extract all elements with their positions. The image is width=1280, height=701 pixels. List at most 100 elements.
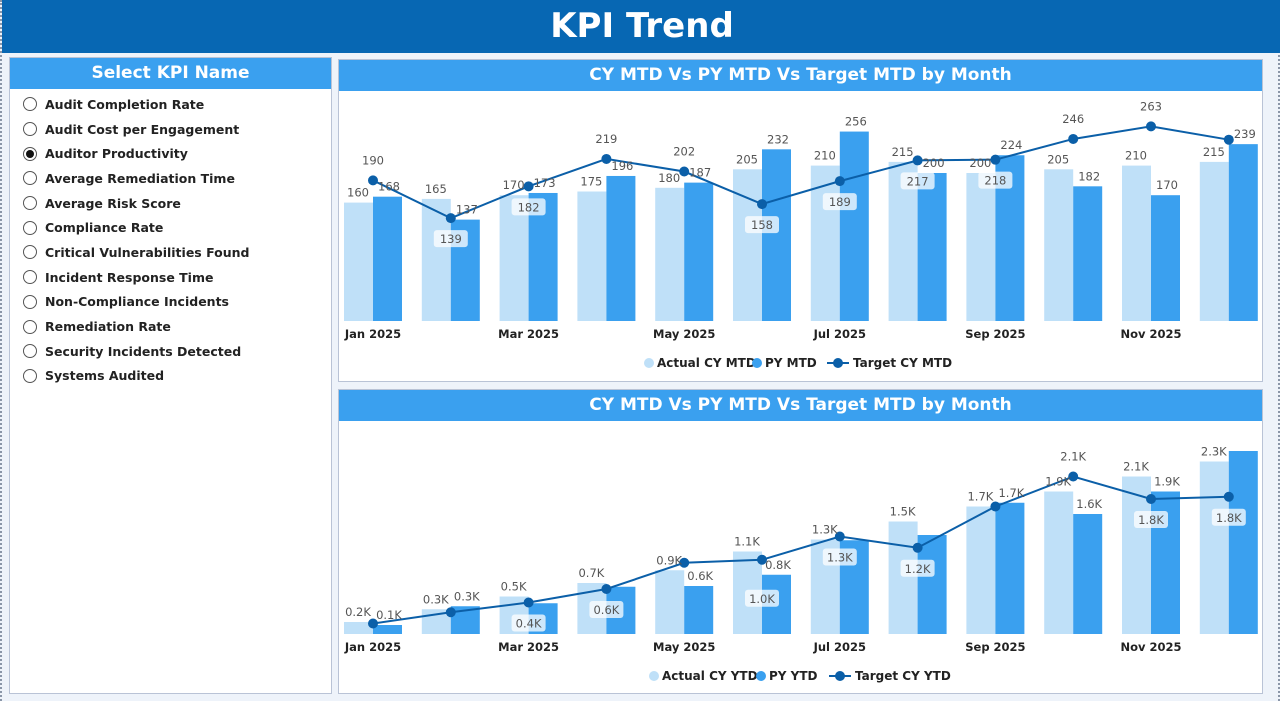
radio-unchecked-icon[interactable] — [23, 196, 37, 211]
kpi-option-label: Average Risk Score — [45, 195, 181, 211]
kpi-option[interactable]: Non-Compliance Incidents — [10, 290, 331, 315]
target-label-box — [511, 198, 546, 216]
actual-bar — [499, 195, 529, 321]
radio-unchecked-icon[interactable] — [23, 270, 37, 285]
py-bar — [1228, 451, 1258, 634]
target-label-box — [433, 230, 468, 248]
target-point — [445, 213, 456, 224]
actual-data-label: 170 — [503, 178, 525, 192]
radio-unchecked-icon[interactable] — [23, 368, 37, 383]
kpi-option[interactable]: Critical Vulnerabilities Found — [10, 240, 331, 265]
target-point — [834, 176, 845, 187]
target-label-box — [1211, 508, 1246, 526]
radio-unchecked-icon[interactable] — [23, 122, 37, 137]
legend-py-marker — [752, 358, 762, 368]
py-data-label: 1.7K — [998, 486, 1024, 500]
py-data-label: 0.8K — [765, 558, 791, 572]
target-label-box — [356, 151, 390, 169]
kpi-option[interactable]: Compliance Rate — [10, 215, 331, 240]
kpi-option[interactable]: Security Incidents Detected — [10, 339, 331, 364]
kpi-option[interactable]: Systems Audited — [10, 364, 331, 389]
kpi-option-label: Audit Cost per Engagement — [45, 121, 240, 137]
mtd-chart-panel: CY MTD Vs PY MTD Vs Target MTD by Month … — [338, 59, 1263, 382]
actual-data-label: 0.5K — [501, 580, 527, 594]
target-point — [990, 154, 1001, 165]
kpi-slicer: Select KPI Name Audit Completion Rate Aud… — [9, 57, 332, 694]
py-data-label: 224 — [1000, 138, 1022, 152]
ytd-chart-panel: CY MTD Vs PY MTD Vs Target MTD by Month … — [338, 389, 1263, 694]
chart-title: CY MTD Vs PY MTD Vs Target MTD by Month — [339, 390, 1262, 421]
target-label-box — [745, 216, 779, 234]
target-point — [990, 501, 1001, 512]
target-data-label: 219 — [595, 132, 617, 146]
radio-unchecked-icon[interactable] — [23, 344, 37, 359]
actual-bar — [1044, 491, 1074, 634]
kpi-option[interactable]: Audit Completion Rate — [10, 92, 331, 117]
target-point — [1068, 471, 1079, 482]
x-tick-label: Sep 2025 — [965, 640, 1025, 654]
target-data-label: 2.1K — [1060, 450, 1086, 464]
actual-data-label: 180 — [658, 171, 680, 185]
actual-data-label: 2.3K — [1201, 445, 1227, 459]
x-tick-label: Mar 2025 — [498, 327, 559, 341]
actual-bar — [810, 165, 840, 321]
kpi-option[interactable]: Average Remediation Time — [10, 166, 331, 191]
py-data-label: 182 — [1078, 169, 1100, 183]
target-data-label: 190 — [362, 153, 384, 167]
target-label-box — [822, 193, 857, 211]
radio-unchecked-icon[interactable] — [23, 220, 37, 235]
kpi-option-label: Compliance Rate — [45, 220, 164, 236]
kpi-option[interactable]: Auditor Productivity — [10, 141, 331, 166]
radio-unchecked-icon[interactable] — [23, 294, 37, 309]
py-bar — [1228, 144, 1258, 321]
actual-data-label: 175 — [580, 175, 602, 189]
kpi-option[interactable]: Remediation Rate — [10, 314, 331, 339]
x-tick-label: Mar 2025 — [498, 640, 559, 654]
radio-unchecked-icon[interactable] — [23, 319, 37, 334]
actual-data-label: 2.1K — [1123, 460, 1149, 474]
py-bar — [839, 131, 869, 321]
target-point — [679, 557, 690, 568]
py-data-label: 256 — [845, 115, 867, 129]
target-label-box — [978, 171, 1013, 189]
x-tick-label: Nov 2025 — [1120, 327, 1181, 341]
target-data-label: 0.4K — [516, 617, 542, 631]
radio-checked-icon[interactable] — [23, 146, 37, 161]
legend-target-label: Target CY YTD — [855, 669, 951, 683]
x-tick-label: Nov 2025 — [1120, 640, 1181, 654]
py-bar — [762, 149, 791, 321]
kpi-option-label: Average Remediation Time — [45, 170, 235, 186]
legend-target-marker — [835, 671, 845, 681]
target-label-box — [1134, 511, 1168, 528]
radio-unchecked-icon[interactable] — [23, 97, 37, 112]
kpi-option[interactable]: Audit Cost per Engagement — [10, 117, 331, 142]
radio-unchecked-icon[interactable] — [23, 171, 37, 186]
target-data-label: 1.8K — [1138, 513, 1164, 527]
target-point — [601, 584, 612, 594]
py-data-label: 173 — [534, 176, 556, 190]
kpi-option-label: Critical Vulnerabilities Found — [45, 244, 250, 260]
x-tick-label: May 2025 — [653, 327, 715, 341]
kpi-option[interactable]: Average Risk Score — [10, 191, 331, 216]
target-point — [757, 199, 767, 210]
actual-bar — [1199, 461, 1229, 634]
kpi-option[interactable]: Incident Response Time — [10, 265, 331, 290]
py-bar — [606, 175, 636, 321]
actual-bar — [966, 173, 996, 321]
target-label-box — [900, 172, 935, 190]
slicer-title: Select KPI Name — [10, 58, 331, 89]
py-data-label: 196 — [611, 159, 633, 173]
py-data-label: 0.6K — [687, 569, 713, 583]
target-line — [372, 475, 1229, 625]
py-bar — [684, 586, 714, 634]
target-label-box — [822, 548, 857, 566]
radio-unchecked-icon[interactable] — [23, 245, 37, 260]
py-bar — [1073, 186, 1103, 321]
py-data-label: 1.9K — [1154, 475, 1180, 489]
kpi-option-label: Systems Audited — [45, 368, 165, 384]
target-point — [834, 531, 845, 542]
x-tick-label: May 2025 — [653, 640, 715, 654]
x-tick-label: Jan 2025 — [344, 640, 401, 654]
actual-bar — [1199, 161, 1229, 321]
target-label-box — [667, 142, 702, 160]
